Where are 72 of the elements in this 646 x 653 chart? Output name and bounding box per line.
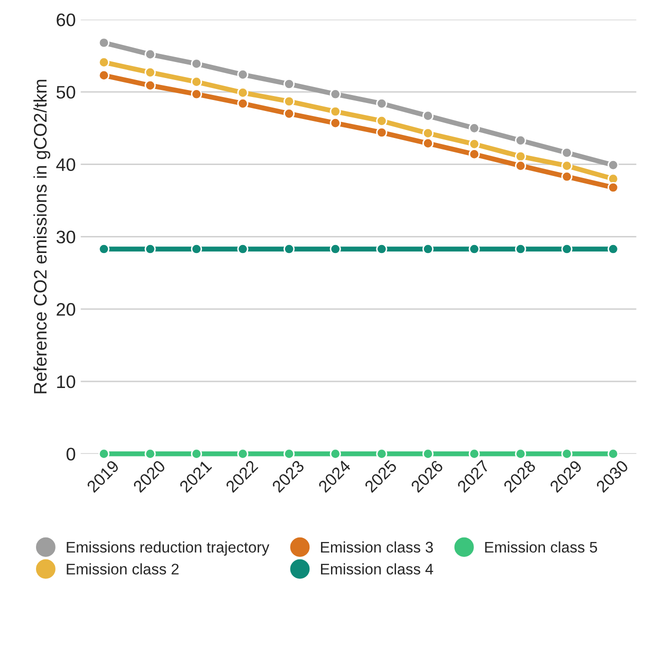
point xyxy=(376,243,388,255)
point xyxy=(144,243,156,255)
legend-label: Emission class 2 xyxy=(66,563,179,575)
point xyxy=(515,150,526,162)
point xyxy=(608,243,619,255)
point xyxy=(468,122,480,134)
y-tick-label: 0 xyxy=(66,448,76,461)
point xyxy=(284,78,295,90)
point xyxy=(330,448,341,460)
y-tick-label: 10 xyxy=(57,375,76,388)
point xyxy=(190,76,202,88)
legend-label: Emissions reduction trajectory xyxy=(66,541,270,556)
point xyxy=(515,448,526,460)
point xyxy=(190,448,202,460)
point xyxy=(144,66,156,78)
point xyxy=(284,96,295,107)
point xyxy=(422,128,434,139)
point xyxy=(468,448,480,460)
point xyxy=(468,138,480,150)
point xyxy=(284,448,295,460)
y-tick-label: 20 xyxy=(56,303,76,316)
y-tick-label: 50 xyxy=(56,86,76,99)
point xyxy=(190,58,202,70)
point xyxy=(144,48,156,60)
y-axis-title: Reference CO2 emissions in gCO2/tkm xyxy=(33,80,50,394)
point xyxy=(330,88,341,100)
point xyxy=(237,69,248,80)
point xyxy=(422,243,434,255)
point xyxy=(98,37,110,48)
point xyxy=(422,138,434,149)
point xyxy=(376,126,388,138)
legend-label: Emission class 3 xyxy=(321,541,433,553)
point xyxy=(98,448,110,460)
y-tick-label: 60 xyxy=(56,14,76,26)
point xyxy=(608,160,619,171)
y-tick-label: 30 xyxy=(56,230,76,244)
point xyxy=(561,160,572,172)
point xyxy=(468,243,480,255)
point xyxy=(284,243,295,255)
point xyxy=(561,171,572,182)
point xyxy=(468,148,480,160)
point xyxy=(190,243,202,255)
legend-label: Emission class 4 xyxy=(321,563,434,575)
point xyxy=(237,87,248,98)
point xyxy=(144,448,156,460)
point xyxy=(330,243,341,255)
point xyxy=(190,88,202,100)
point xyxy=(144,80,156,92)
point xyxy=(237,243,248,255)
point xyxy=(515,243,526,255)
y-tick-label: 40 xyxy=(56,158,76,172)
point xyxy=(561,147,572,158)
point xyxy=(376,115,388,126)
point xyxy=(284,108,295,120)
point xyxy=(237,98,248,110)
point xyxy=(608,182,619,194)
point xyxy=(422,110,434,122)
point xyxy=(515,134,526,146)
point xyxy=(608,448,619,460)
point xyxy=(237,448,248,460)
point xyxy=(376,98,388,110)
point xyxy=(422,448,434,460)
point xyxy=(98,56,110,68)
point xyxy=(561,243,572,255)
point xyxy=(98,70,110,81)
point xyxy=(330,106,341,118)
point xyxy=(330,118,341,129)
point xyxy=(98,243,110,255)
point xyxy=(561,448,572,460)
point xyxy=(515,160,526,172)
point xyxy=(376,448,388,460)
legend-label: Emission class 5 xyxy=(485,541,598,553)
